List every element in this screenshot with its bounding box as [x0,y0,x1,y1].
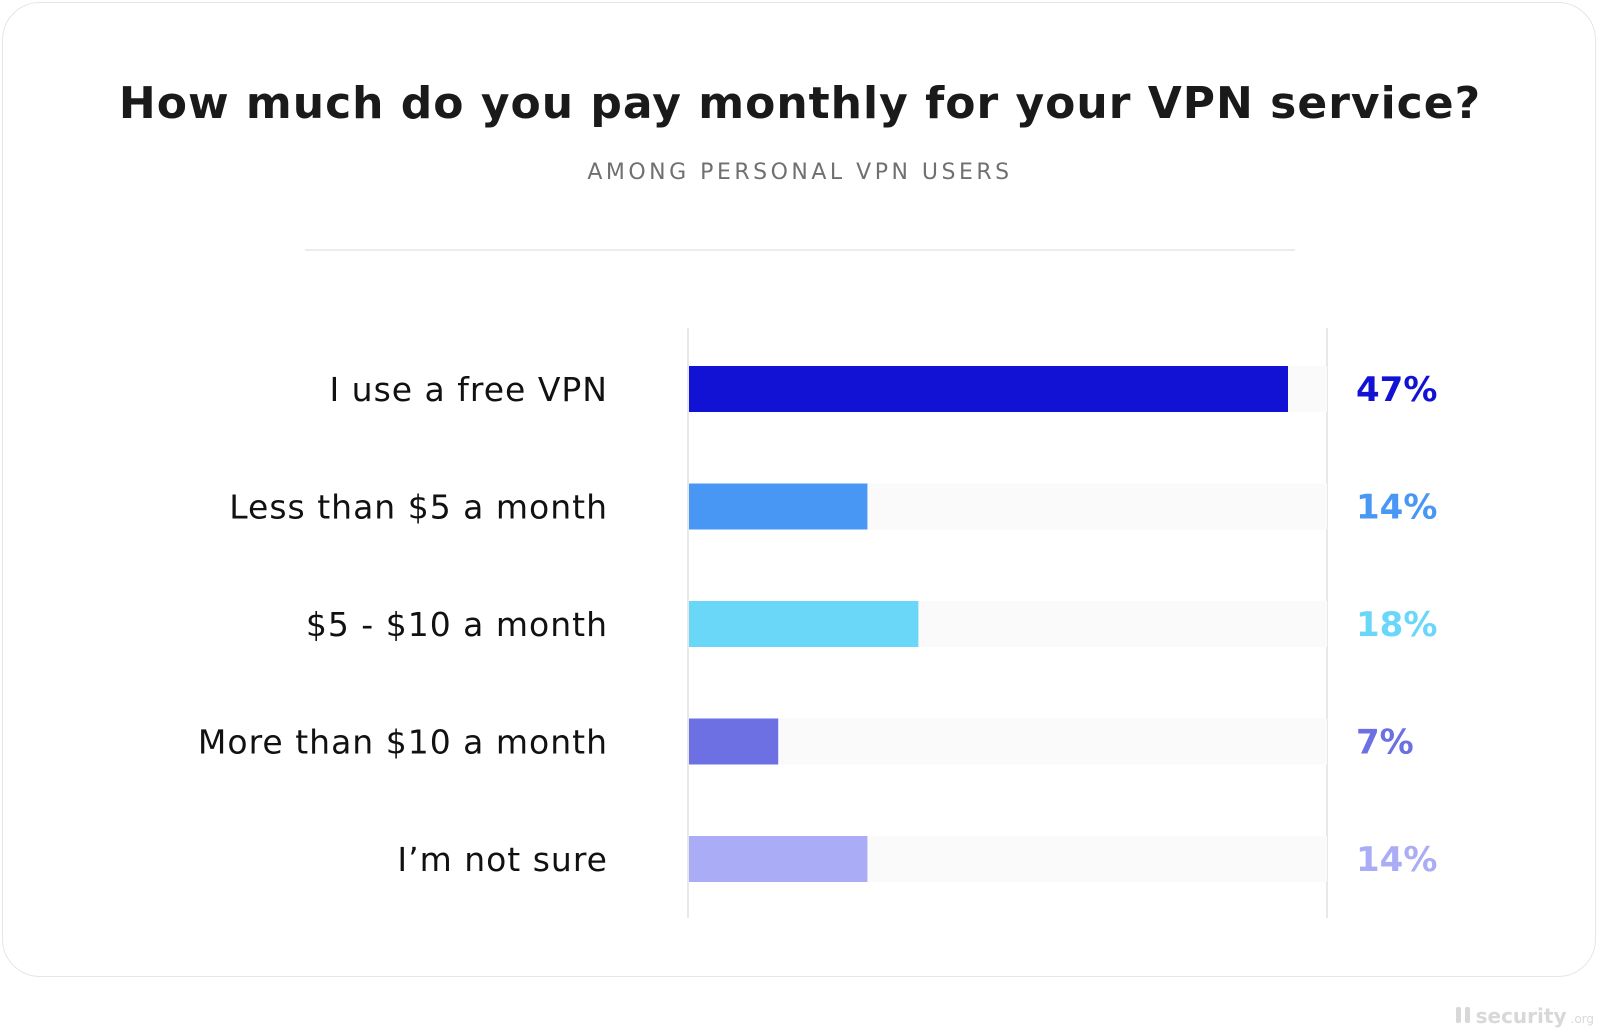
bar [689,483,868,530]
chart-subtitle: AMONG PERSONAL VPN USERS [587,160,1013,185]
value-label: 47% [1356,370,1437,410]
category-label: I’m not sure [397,840,608,879]
value-label: 14% [1356,840,1437,880]
watermark-suffix: .org [1570,1012,1595,1026]
bar-track [689,718,1327,765]
bar [689,366,1288,412]
category-label: More than $10 a month [198,723,608,762]
security-logo-icon [1455,1005,1472,1023]
category-label: $5 - $10 a month [306,605,608,644]
chart-title: How much do you pay monthly for your VPN… [118,78,1482,129]
watermark-brand: security [1475,1004,1567,1028]
bar [689,836,868,882]
category-label: I use a free VPN [329,370,608,409]
category-label: Less than $5 a month [229,488,608,527]
watermark: security .org [1455,1004,1595,1028]
value-label: 7% [1356,723,1414,763]
value-label: 14% [1356,488,1437,528]
bar [689,601,919,647]
bar [689,718,779,765]
value-label: 18% [1356,605,1437,645]
title-divider [305,249,1295,251]
